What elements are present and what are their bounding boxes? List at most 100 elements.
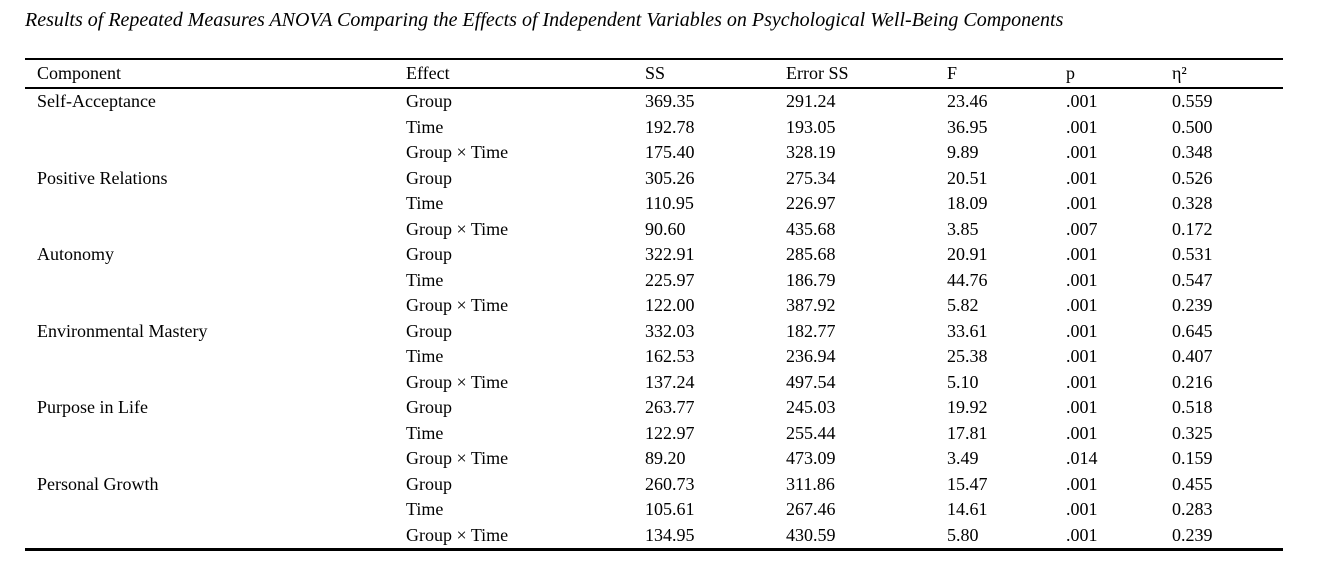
effect-cell: Group × Time bbox=[406, 142, 509, 163]
col-header-component: Component bbox=[25, 59, 406, 89]
table-row: Group × Time 137.24 497.54 5.10 .001 0.216 bbox=[25, 370, 1283, 396]
ss-cell: 369.35 bbox=[645, 91, 695, 112]
effect-cell: Group bbox=[406, 473, 452, 494]
f-cell: 17.81 bbox=[947, 422, 988, 443]
table-row: Environmental Mastery Group 332.03 182.77 33… bbox=[25, 319, 1283, 345]
eta-sq-cell: 0.172 bbox=[1172, 218, 1213, 239]
table-row: Group × Time 175.40 328.19 9.89 .001 0.348 bbox=[25, 140, 1283, 166]
ss-cell: 105.61 bbox=[645, 499, 695, 520]
eta-sq-cell: 0.283 bbox=[1172, 499, 1213, 520]
ss-cell: 162.53 bbox=[645, 346, 695, 367]
table-title: Results of Repeated Measures ANOVA Compa… bbox=[25, 9, 1064, 31]
component-cell: Personal Growth bbox=[37, 473, 159, 494]
eta-sq-cell: 0.325 bbox=[1172, 422, 1213, 443]
table-row: Time 225.97 186.79 44.76 .001 0.547 bbox=[25, 268, 1283, 294]
f-cell: 15.47 bbox=[947, 473, 988, 494]
effect-cell: Time bbox=[406, 116, 444, 137]
f-cell: 20.51 bbox=[947, 167, 988, 188]
effect-cell: Group bbox=[406, 91, 452, 112]
table-row: Personal Growth Group 260.73 311.86 15.47 .00… bbox=[25, 472, 1283, 498]
f-cell: 23.46 bbox=[947, 91, 988, 112]
f-cell: 5.80 bbox=[947, 524, 979, 545]
effect-cell: Group × Time bbox=[406, 295, 509, 316]
error-ss-cell: 245.03 bbox=[786, 397, 836, 418]
component-cell bbox=[25, 217, 406, 243]
eta-sq-cell: 0.159 bbox=[1172, 448, 1213, 469]
table-row: Time 162.53 236.94 25.38 .001 0.407 bbox=[25, 344, 1283, 370]
anova-table: Component Effect SS Error SS F p η² Self… bbox=[25, 58, 1283, 551]
p-cell: .001 bbox=[1066, 397, 1098, 418]
ss-cell: 89.20 bbox=[645, 448, 686, 469]
ss-cell: 122.97 bbox=[645, 422, 695, 443]
component-cell bbox=[25, 523, 406, 550]
component-cell bbox=[25, 421, 406, 447]
eta-sq-cell: 0.455 bbox=[1172, 473, 1213, 494]
error-ss-cell: 473.09 bbox=[786, 448, 836, 469]
f-cell: 3.49 bbox=[947, 448, 979, 469]
component-cell: Self-Acceptance bbox=[37, 91, 156, 112]
table-row: Group × Time 134.95 430.59 5.80 .001 0.239 bbox=[25, 523, 1283, 550]
p-cell: .001 bbox=[1066, 91, 1098, 112]
p-cell: .001 bbox=[1066, 193, 1098, 214]
eta-sq-cell: 0.407 bbox=[1172, 346, 1213, 367]
f-cell: 33.61 bbox=[947, 320, 988, 341]
effect-cell: Group × Time bbox=[406, 448, 509, 469]
document-page: Results of Repeated Measures ANOVA Compa… bbox=[0, 8, 1320, 551]
effect-cell: Time bbox=[406, 269, 444, 290]
table-row: Self-Acceptance Group 369.35 291.24 23.46 .00… bbox=[25, 88, 1283, 115]
f-cell: 20.91 bbox=[947, 244, 988, 265]
header-row: Component Effect SS Error SS F p η² bbox=[25, 59, 1283, 89]
error-ss-cell: 328.19 bbox=[786, 142, 836, 163]
table-row: Time 192.78 193.05 36.95 .001 0.500 bbox=[25, 115, 1283, 141]
error-ss-cell: 255.44 bbox=[786, 422, 836, 443]
p-cell: .001 bbox=[1066, 142, 1098, 163]
p-cell: .001 bbox=[1066, 346, 1098, 367]
f-cell: 36.95 bbox=[947, 116, 988, 137]
error-ss-cell: 497.54 bbox=[786, 371, 836, 392]
eta-sq-cell: 0.518 bbox=[1172, 397, 1213, 418]
f-cell: 19.92 bbox=[947, 397, 988, 418]
effect-cell: Group bbox=[406, 167, 452, 188]
table-row: Time 122.97 255.44 17.81 .001 0.325 bbox=[25, 421, 1283, 447]
effect-cell: Time bbox=[406, 193, 444, 214]
eta-sq-cell: 0.216 bbox=[1172, 371, 1213, 392]
p-cell: .001 bbox=[1066, 320, 1098, 341]
error-ss-cell: 226.97 bbox=[786, 193, 836, 214]
col-header-f: F bbox=[947, 59, 1066, 89]
effect-cell: Group bbox=[406, 320, 452, 341]
ss-cell: 332.03 bbox=[645, 320, 695, 341]
table-row: Purpose in Life Group 263.77 245.03 19.92 .00… bbox=[25, 395, 1283, 421]
component-cell bbox=[25, 344, 406, 370]
table-row: Time 110.95 226.97 18.09 .001 0.328 bbox=[25, 191, 1283, 217]
ss-cell: 175.40 bbox=[645, 142, 695, 163]
p-cell: .001 bbox=[1066, 371, 1098, 392]
effect-cell: Time bbox=[406, 499, 444, 520]
eta-sq-cell: 0.239 bbox=[1172, 524, 1213, 545]
error-ss-cell: 275.34 bbox=[786, 167, 836, 188]
ss-cell: 122.00 bbox=[645, 295, 695, 316]
effect-cell: Group bbox=[406, 244, 452, 265]
table-row: Autonomy Group 322.91 285.68 20.91 .001 0.531 bbox=[25, 242, 1283, 268]
component-cell: Positive Relations bbox=[37, 167, 168, 188]
component-cell bbox=[25, 497, 406, 523]
error-ss-cell: 236.94 bbox=[786, 346, 836, 367]
effect-cell: Time bbox=[406, 346, 444, 367]
component-cell: Autonomy bbox=[37, 244, 115, 265]
eta-sq-cell: 0.547 bbox=[1172, 269, 1213, 290]
p-cell: .001 bbox=[1066, 244, 1098, 265]
ss-cell: 260.73 bbox=[645, 473, 695, 494]
error-ss-cell: 435.68 bbox=[786, 218, 836, 239]
error-ss-cell: 291.24 bbox=[786, 91, 836, 112]
col-header-effect: Effect bbox=[406, 59, 645, 89]
error-ss-cell: 193.05 bbox=[786, 116, 836, 137]
component-cell bbox=[25, 293, 406, 319]
error-ss-cell: 182.77 bbox=[786, 320, 836, 341]
error-ss-cell: 311.86 bbox=[786, 473, 835, 494]
f-cell: 3.85 bbox=[947, 218, 979, 239]
p-cell: .001 bbox=[1066, 116, 1098, 137]
effect-cell: Group × Time bbox=[406, 524, 509, 545]
f-cell: 9.89 bbox=[947, 142, 979, 163]
ss-cell: 305.26 bbox=[645, 167, 695, 188]
f-cell: 18.09 bbox=[947, 193, 988, 214]
component-cell bbox=[25, 446, 406, 472]
